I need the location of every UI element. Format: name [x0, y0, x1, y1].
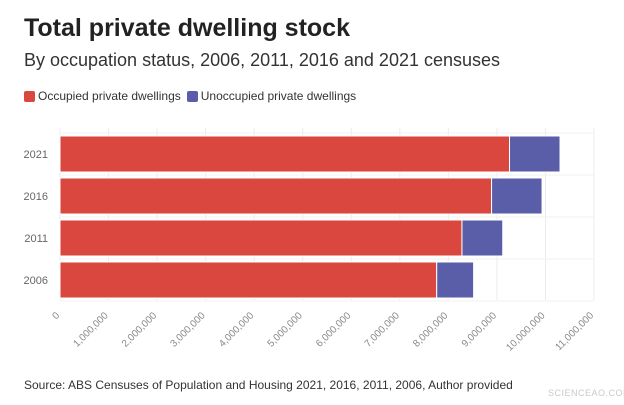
legend: Occupied private dwellings Unoccupied pr…	[24, 89, 362, 103]
watermark: SCIENCEAO.COM	[548, 388, 624, 398]
bar-occupied-2016	[59, 177, 493, 215]
legend-label-occupied: Occupied private dwellings	[38, 89, 181, 103]
x-tick-label: 6,000,000	[314, 310, 354, 350]
category-label-2021: 2021	[24, 149, 48, 161]
x-tick-label: 9,000,000	[460, 310, 500, 350]
x-tick-label: 2,000,000	[120, 310, 160, 350]
legend-item-occupied: Occupied private dwellings	[24, 89, 181, 103]
x-tick-label: 3,000,000	[169, 310, 209, 350]
bar-chart: 2021 2016 2011 2006 0 1,000,000 2,000,000 3,000…	[24, 128, 596, 354]
x-tick-label: 4,000,000	[217, 310, 257, 350]
bar-unoccupied-2021	[509, 135, 561, 173]
x-tick-label: 8,000,000	[411, 310, 451, 350]
legend-swatch-occupied	[24, 90, 35, 102]
x-tick-label: 10,000,000	[504, 310, 547, 353]
bar-unoccupied-2006	[436, 261, 475, 299]
source-note: Source: ABS Censuses of Population and H…	[24, 378, 513, 392]
x-tick-label: 1,000,000	[71, 310, 111, 350]
x-tick-label: 7,000,000	[363, 310, 403, 350]
x-tick-label: 0	[50, 310, 62, 322]
bar-unoccupied-2011	[461, 219, 504, 257]
x-tick-label: 5,000,000	[266, 310, 306, 350]
category-label-2006: 2006	[24, 275, 48, 287]
x-tick-label: 11,000,000	[553, 310, 596, 353]
bar-occupied-2006	[59, 261, 438, 299]
legend-label-unoccupied: Unoccupied private dwellings	[200, 89, 357, 103]
chart-title: Total private dwelling stock	[24, 14, 350, 42]
bar-unoccupied-2016	[491, 177, 543, 215]
bar-occupied-2021	[59, 135, 511, 173]
category-label-2011: 2011	[24, 233, 48, 245]
category-label-2016: 2016	[24, 191, 48, 203]
bar-occupied-2011	[59, 219, 463, 257]
chart-subtitle: By occupation status, 2006, 2011, 2016 a…	[24, 50, 501, 70]
legend-item-unoccupied: Unoccupied private dwellings	[186, 89, 357, 103]
legend-swatch-unoccupied	[186, 90, 198, 102]
